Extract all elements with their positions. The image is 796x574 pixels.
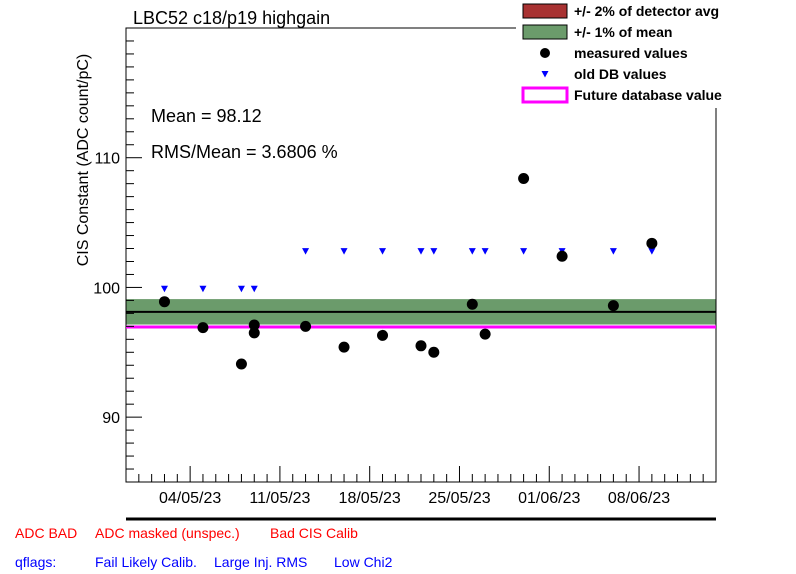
- old-db-point: [417, 248, 425, 255]
- old-db-point: [160, 285, 168, 293]
- legend-label: +/- 2% of detector avg: [574, 3, 719, 19]
- x-tick-label: 18/05/23: [339, 490, 401, 507]
- measured-point: [338, 341, 350, 353]
- qflag-fail-likely-calib: Fail Likely Calib.: [95, 554, 197, 570]
- measured-point: [466, 298, 478, 310]
- x-tick-label: 25/05/23: [428, 490, 490, 507]
- qflag-low-chi2: Low Chi2: [334, 554, 393, 570]
- measured-point: [646, 237, 658, 249]
- flag-adc-masked: ADC masked (unspec.): [95, 525, 240, 541]
- old-db-point: [520, 248, 528, 255]
- x-tick-label: 08/06/23: [608, 490, 670, 507]
- old-db-point: [468, 248, 476, 255]
- old-db-point: [609, 248, 617, 255]
- plot-area: [125, 27, 717, 483]
- legend-swatch: [521, 86, 569, 104]
- y-tick-label: 90: [102, 410, 120, 427]
- legend-label: +/- 1% of mean: [574, 24, 672, 40]
- old-db-point: [340, 248, 348, 255]
- x-tick-label: 01/06/23: [518, 490, 580, 507]
- x-tick-label: 04/05/23: [159, 490, 221, 507]
- qflags-label: qflags:: [15, 554, 57, 570]
- legend-label: Future database value: [574, 87, 722, 103]
- old-db-point: [481, 248, 489, 255]
- legend-marker: [540, 48, 550, 58]
- old-db-point: [237, 285, 245, 293]
- rms-mean-stat: RMS/Mean = 3.6806 %: [151, 142, 338, 162]
- legend-label: old DB values: [574, 66, 667, 82]
- measured-point: [300, 320, 312, 332]
- y-tick-label: 100: [93, 280, 120, 297]
- measured-point: [197, 322, 209, 334]
- measured-point: [235, 358, 247, 370]
- measured-point: [415, 340, 427, 352]
- old-db-point: [199, 285, 207, 293]
- old-db-point: [250, 285, 258, 293]
- measured-point: [607, 300, 619, 312]
- flag-bad-cis-calib: Bad CIS Calib: [270, 525, 358, 541]
- measured-point: [518, 172, 530, 184]
- legend-marker: [541, 71, 549, 78]
- mean-stat: Mean = 98.12: [151, 106, 262, 126]
- measured-point: [248, 327, 260, 339]
- measured-point: [158, 296, 170, 308]
- old-db-point: [302, 248, 310, 255]
- measured-point: [479, 328, 491, 340]
- old-db-point: [648, 248, 656, 255]
- legend-swatch: [522, 3, 568, 19]
- chart-title: LBC52 c18/p19 highgain: [133, 8, 330, 28]
- axis-ticks: 90 100 110 04/05/23 11/05/23 18/05/23 25/05/23…: [93, 27, 717, 507]
- measured-point: [248, 319, 260, 331]
- measured-point: [428, 346, 440, 358]
- qflag-large-inj-rms: Large Inj. RMS: [214, 554, 308, 570]
- legend-swatch: [522, 24, 568, 40]
- y-tick-label: 110: [94, 151, 120, 168]
- y-axis-label: CIS Constant (ADC count/pC): [75, 54, 92, 267]
- old-db-point: [379, 248, 387, 255]
- measured-point: [556, 250, 568, 262]
- legend: +/- 2% of detector avg +/- 1% of mean meas…: [516, 0, 796, 108]
- x-tick-label: 11/05/23: [249, 490, 310, 507]
- old-db-point: [430, 248, 438, 255]
- measured-point: [377, 329, 389, 341]
- legend-label: measured values: [574, 45, 688, 61]
- flag-adc-bad: ADC BAD: [15, 525, 78, 541]
